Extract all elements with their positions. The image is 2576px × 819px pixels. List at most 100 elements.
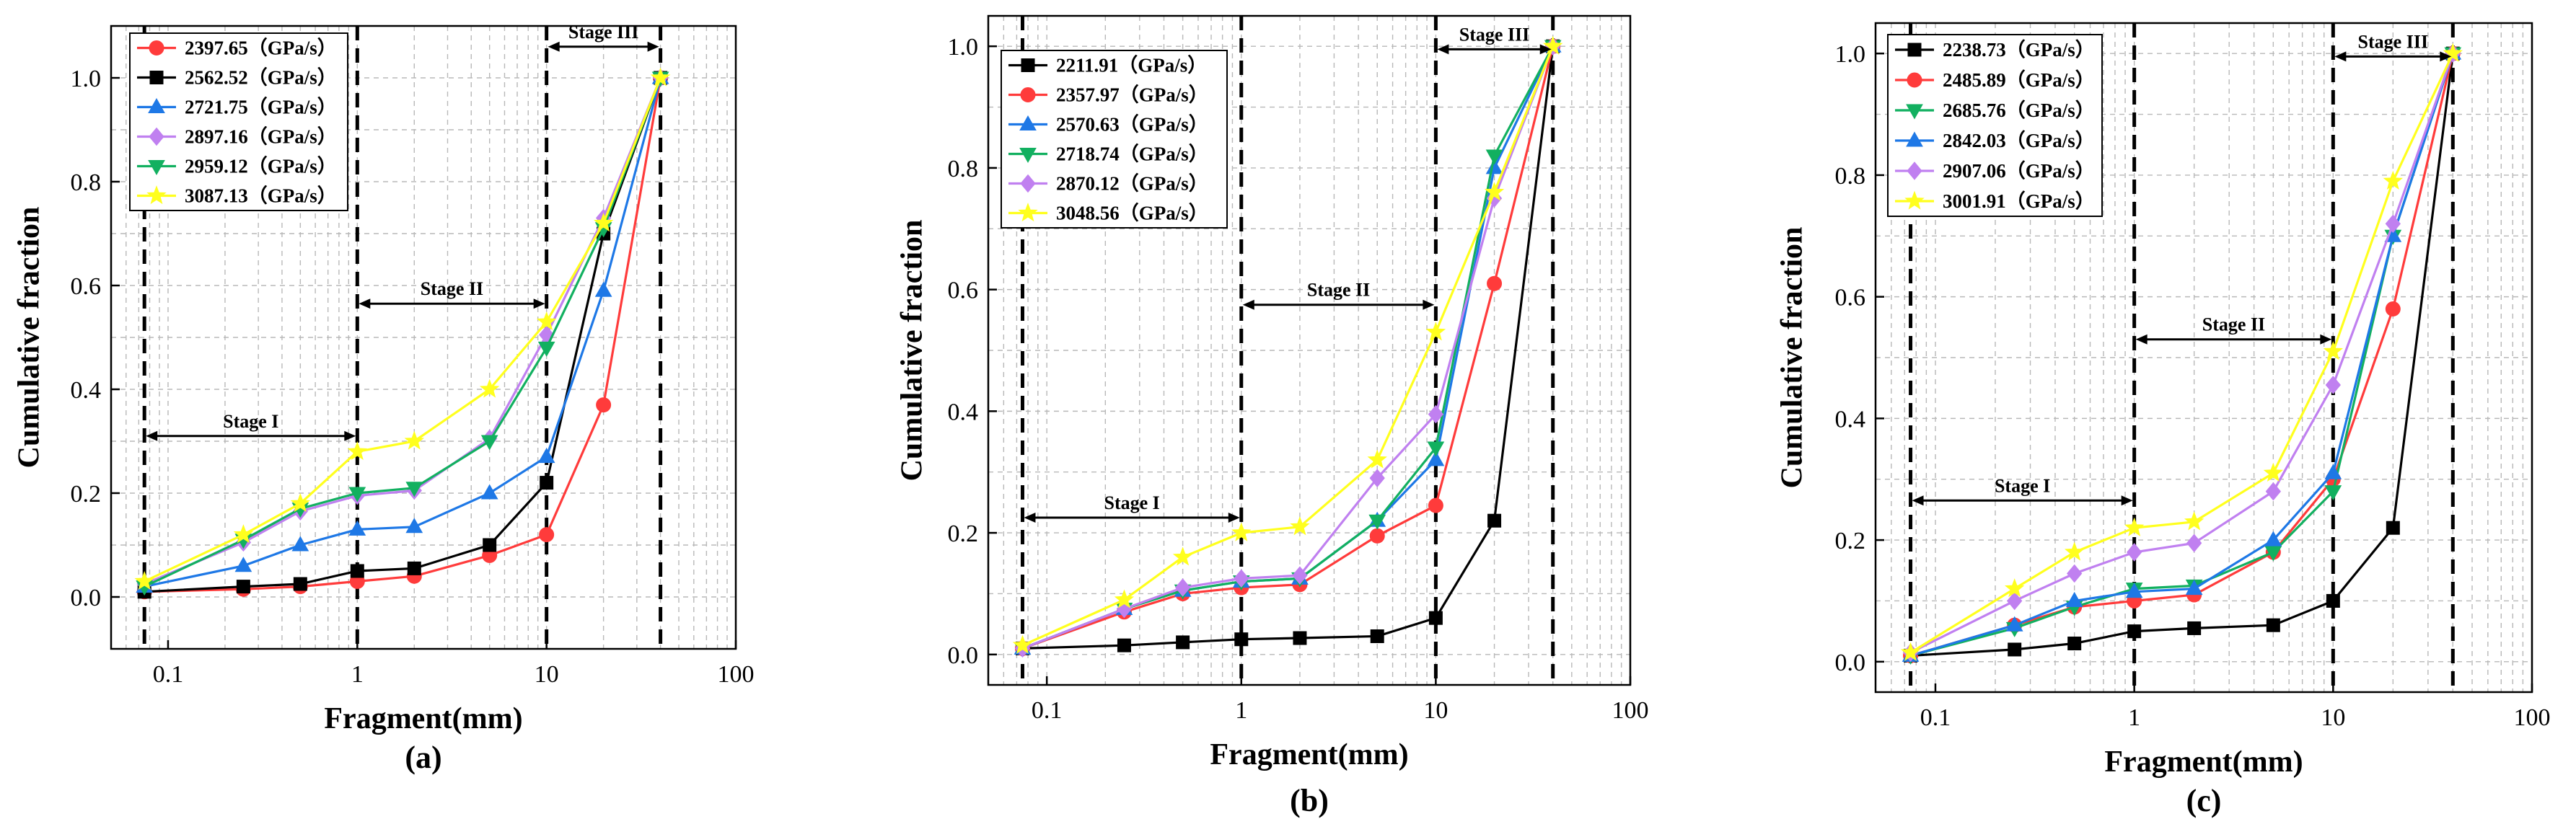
x-tick-label: 0.1: [1920, 704, 1951, 731]
y-tick-label: 1.0: [71, 66, 102, 92]
data-point: [2067, 564, 2083, 583]
data-point: [2127, 543, 2142, 562]
stage-label: Stage I: [1104, 492, 1159, 513]
series-6: [134, 67, 671, 590]
legend-label: 2959.12（GPa/s）: [185, 156, 337, 177]
legend: 2397.65（GPa/s） 2562.52（GPa/s） 2721.75（GPa/…: [129, 32, 348, 211]
x-axis-label: Fragment(mm): [2104, 745, 2303, 779]
y-tick-label: 0.2: [71, 481, 102, 508]
data-point: [2264, 531, 2282, 546]
stage-arrow-head-right: [2320, 334, 2332, 345]
stage-label: Stage I: [223, 411, 278, 432]
x-axis-label: Fragment(mm): [324, 702, 522, 735]
data-point: [405, 518, 423, 534]
x-tick-label: 10: [1423, 697, 1448, 724]
legend-marker: [149, 40, 164, 56]
y-tick-label: 0.6: [948, 278, 979, 304]
legend-marker: [1907, 72, 1922, 88]
data-point: [2324, 464, 2342, 479]
legend-marker: [1907, 161, 1922, 180]
legend-marker: [1019, 148, 1037, 164]
data-point: [1012, 634, 1033, 654]
legend-box: [1887, 34, 2103, 217]
legend-box: [1001, 50, 1228, 229]
data-point: [2004, 578, 2025, 598]
legend-item: 2718.74（GPa/s）: [1008, 143, 1208, 165]
y-axis-label: Cumulative fraction: [1776, 227, 1809, 489]
data-point: [2005, 616, 2023, 632]
y-tick-label: 0.8: [1835, 163, 1866, 190]
data-point: [479, 378, 500, 398]
data-point: [1369, 469, 1385, 487]
legend-label: 2211.91（GPa/s）: [1056, 55, 1207, 76]
data-point: [407, 561, 421, 575]
data-point: [1484, 182, 1505, 201]
data-point: [539, 527, 555, 543]
data-point: [2385, 301, 2401, 317]
stage-arrow-head-left: [1437, 44, 1449, 55]
data-point: [2385, 214, 2401, 234]
data-point: [1367, 449, 1387, 469]
x-tick-label: 0.1: [153, 661, 184, 688]
stage-label: Stage III: [568, 22, 639, 43]
data-point: [1428, 497, 1443, 513]
y-tick-label: 0.8: [948, 156, 979, 182]
legend: 2238.73（GPa/s） 2485.89（GPa/s） 2685.76（GPa/…: [1887, 34, 2103, 217]
x-tick-label: 100: [1612, 697, 1649, 724]
x-tick-label: 100: [718, 661, 755, 688]
legend-marker: [1018, 203, 1038, 222]
data-point: [290, 492, 311, 513]
data-point: [483, 538, 497, 552]
legend-label: 2357.97（GPa/s）: [1056, 84, 1208, 106]
data-point: [2124, 517, 2145, 536]
legend-marker: [148, 97, 165, 113]
legend-marker: [1020, 87, 1036, 102]
legend-marker: [1906, 104, 1923, 120]
legend-marker: [1019, 115, 1037, 130]
data-point: [293, 577, 307, 591]
data-point: [537, 341, 555, 357]
data-point: [404, 430, 425, 450]
plot-frame: [1874, 22, 2533, 694]
legend-item: 2570.63（GPa/s）: [1008, 114, 1208, 136]
series-6: [1900, 43, 2463, 661]
data-point: [1370, 629, 1384, 644]
chart-panel-2: 0.1 1 10 100 0.0 0.2 0.4 0.6 0.8 1.0 Fragment(mm) C…: [896, 14, 1649, 818]
data-point: [2185, 580, 2203, 596]
legend-label: 3001.91（GPa/s）: [1943, 190, 2095, 212]
data-point: [480, 435, 498, 451]
data-point: [2186, 534, 2202, 553]
data-point: [594, 281, 612, 297]
stage-arrow-head-left: [146, 430, 158, 441]
data-point: [596, 397, 612, 413]
data-point: [134, 570, 154, 590]
data-point: [537, 448, 555, 464]
stage-label: Stage II: [1307, 280, 1370, 301]
stage-label: Stage III: [2358, 31, 2429, 52]
data-point: [1293, 631, 1307, 645]
y-tick-label: 0.0: [1835, 650, 1866, 676]
stage-label: Stage II: [2202, 314, 2265, 335]
data-point: [347, 441, 368, 461]
legend-item: 2870.12（GPa/s）: [1008, 173, 1208, 195]
legend-marker: [1904, 190, 1925, 210]
x-tick-label: 100: [2514, 704, 2551, 731]
data-point: [2325, 376, 2341, 394]
legend-marker: [148, 160, 165, 176]
chart-panel-1: 0.1 1 10 100 0.0 0.2 0.4 0.6 0.8 1.0 Fragment(mm) C…: [13, 22, 755, 775]
panel-label: (b): [1290, 783, 1329, 818]
data-point: [1369, 528, 1385, 544]
legend-label: 2721.75（GPa/s）: [185, 97, 337, 118]
stage-annotation: Stage I: [1912, 475, 2133, 506]
legend-marker: [1907, 43, 1922, 57]
y-tick-label: 0.4: [948, 399, 979, 425]
data-point: [540, 476, 554, 490]
y-tick-label: 0.0: [948, 642, 979, 669]
data-point: [233, 524, 254, 544]
data-point: [2125, 583, 2143, 598]
stage-arrow-head-right: [533, 298, 545, 309]
panel-label: (c): [2186, 783, 2222, 818]
data-point: [350, 564, 364, 578]
legend-marker: [149, 71, 164, 84]
y-tick-label: 0.2: [1835, 528, 1866, 554]
